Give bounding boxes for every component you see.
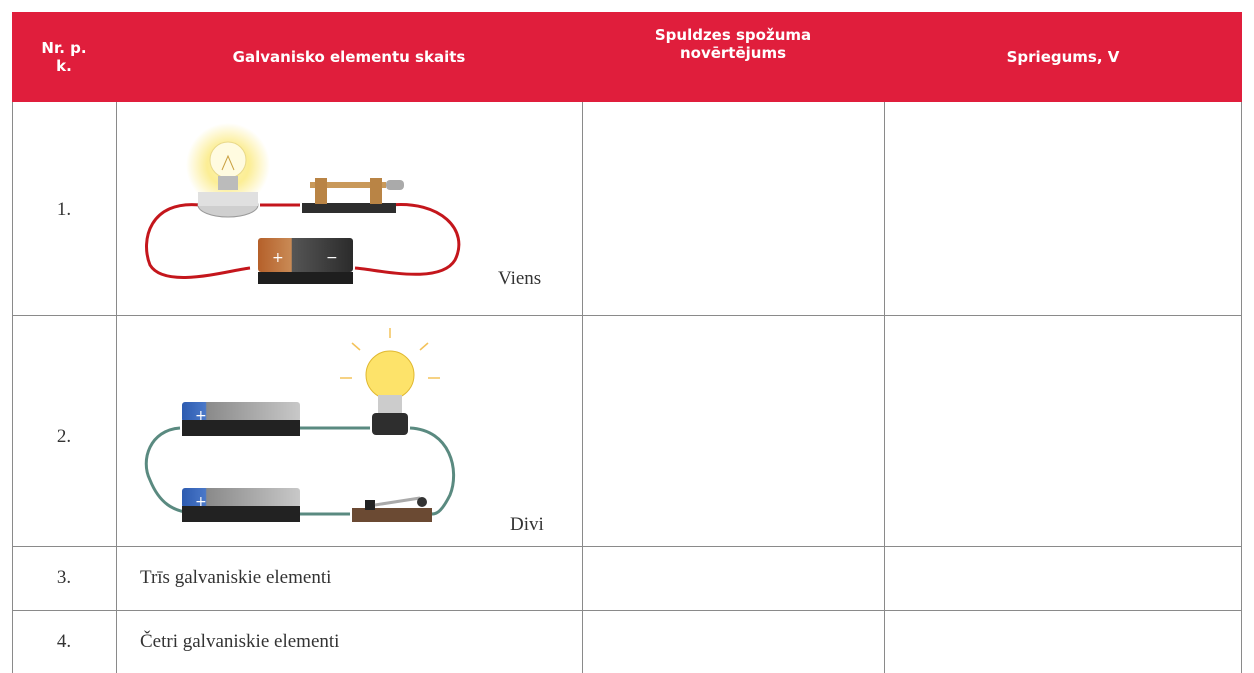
circuit-two: + + (144, 328, 456, 522)
cell-text: Četri galvaniskie elementi (140, 631, 340, 652)
row-number: 3. (56, 567, 72, 588)
svg-text:+: + (195, 494, 207, 510)
svg-text:−: − (326, 250, 338, 266)
header-cell: Spuldzes spožuma novērtējums (582, 12, 884, 102)
grid-line (12, 546, 1242, 547)
header-cell: Galvanisko elementu skaits (116, 12, 582, 102)
header-text: Galvanisko elementu skaits (232, 48, 466, 66)
header-cell: Spriegums, V (884, 12, 1242, 102)
grid-line (12, 102, 13, 673)
header-text: Spriegums, V (1006, 48, 1120, 66)
grid-line (116, 102, 117, 673)
row-number: 2. (56, 426, 72, 447)
cell-text: Trīs galvaniskie elementi (140, 567, 332, 588)
grid-line (884, 102, 885, 673)
cell-label: Divi (510, 514, 544, 535)
grid-line (12, 610, 1242, 611)
svg-text:+: + (195, 408, 207, 424)
header-text: Nr. p. k. (41, 39, 87, 75)
row-number: 4. (56, 631, 72, 652)
header-text: Spuldzes spožuma novērtējums (654, 26, 812, 62)
header-cell: Nr. p. k. (12, 12, 116, 102)
grid-line (582, 102, 583, 673)
header-row (12, 12, 1242, 102)
svg-text:+: + (272, 250, 284, 266)
row-number: 1. (56, 199, 72, 220)
cell-label: Viens (498, 268, 542, 289)
circuit-one: + − (145, 123, 461, 284)
grid-line (1241, 102, 1242, 673)
grid-line (12, 315, 1242, 316)
